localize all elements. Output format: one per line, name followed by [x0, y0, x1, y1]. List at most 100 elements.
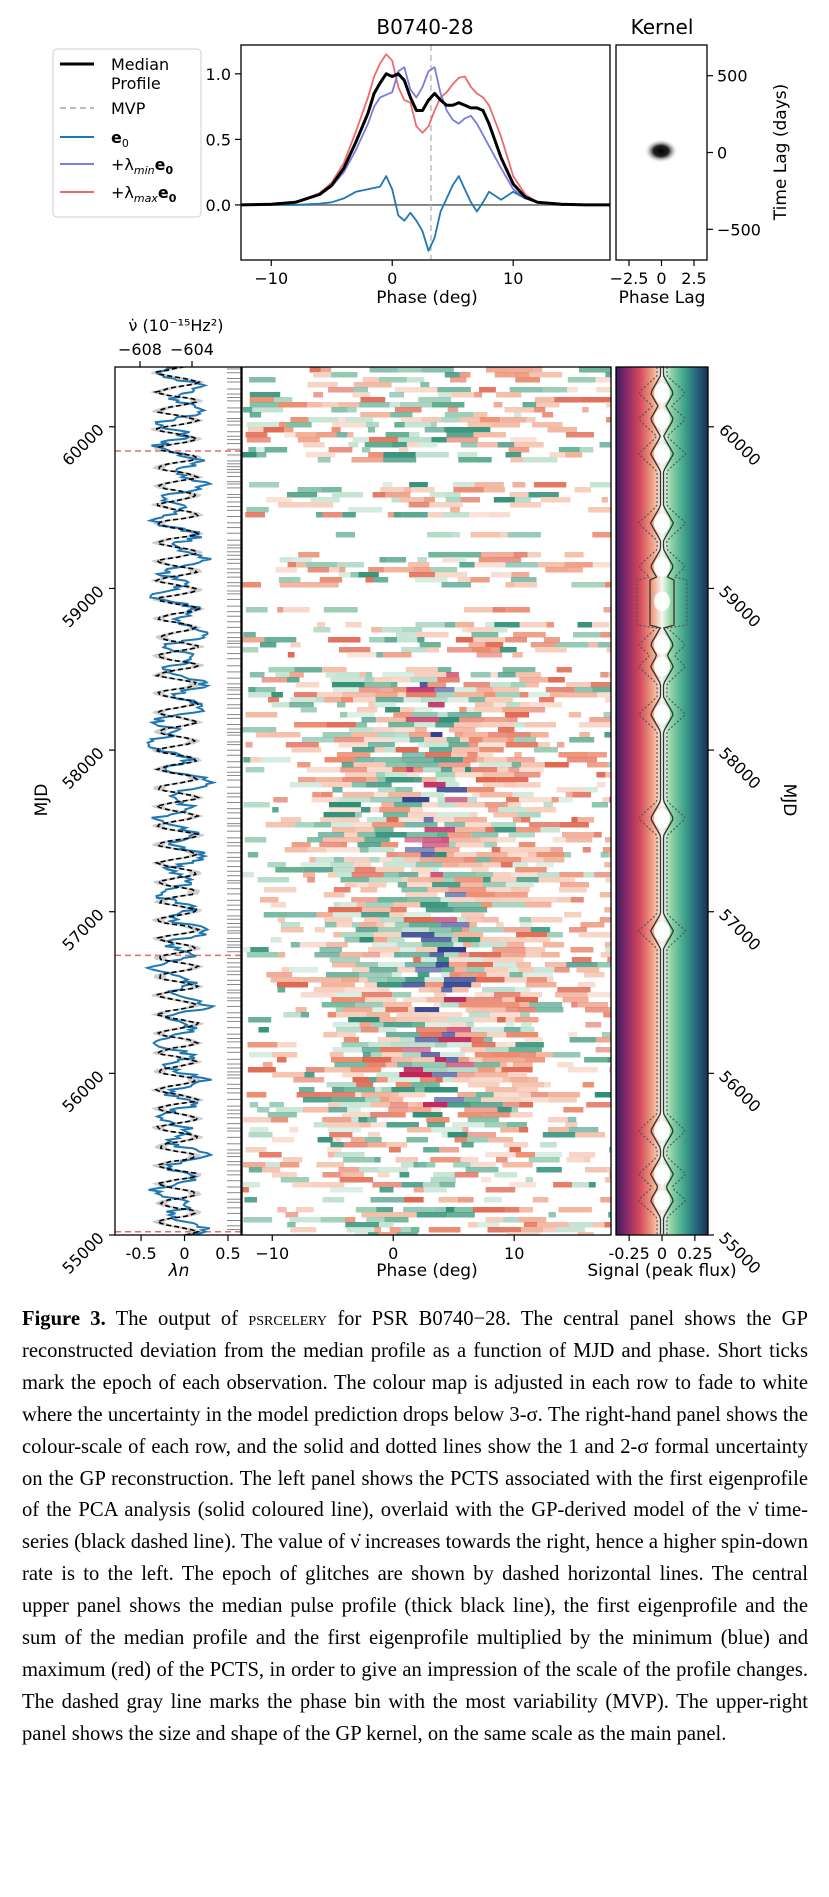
heatmap-cell	[334, 1152, 365, 1158]
heatmap-cell	[475, 1092, 494, 1098]
heatmap-cell	[509, 1057, 525, 1063]
heatmap-cell	[425, 907, 454, 913]
heatmap-cell	[277, 1042, 297, 1048]
heatmap-cell	[492, 422, 520, 428]
heatmap-cell	[484, 802, 508, 808]
x-tick-label: −10	[254, 269, 288, 288]
heatmap-cell	[369, 967, 398, 973]
heatmap-cell	[479, 942, 507, 948]
legend-sub: min	[134, 164, 155, 177]
heatmap-cell	[497, 672, 516, 678]
one-sigma-left	[649, 366, 662, 1234]
heatmap-cell	[280, 817, 302, 823]
lambda-max-line	[241, 53, 610, 206]
caption-text-1: The output of	[105, 1308, 249, 1330]
heatmap-cell	[433, 757, 464, 763]
heatmap-cell	[572, 1182, 589, 1188]
heatmap-cell	[386, 557, 407, 563]
heatmap-cell	[418, 397, 451, 403]
heatmap-cell	[442, 512, 470, 518]
heatmap-cell	[367, 1117, 377, 1123]
heatmap-cell	[559, 822, 589, 828]
heatmap-cell	[355, 1207, 377, 1213]
heatmap-cell	[534, 967, 555, 973]
heatmap-cell	[275, 567, 298, 573]
heatmap-cell	[496, 837, 516, 843]
pcts-panel: ν̇ (10⁻¹⁵Hz²) -0.5 0 0.5−608 −6045500056000…	[32, 316, 242, 1281]
heatmap-cell	[397, 882, 408, 888]
heatmap-cell	[329, 1132, 353, 1138]
heatmap-cell	[384, 1217, 409, 1223]
heatmap-cell	[383, 872, 399, 878]
heatmap-cell	[340, 1102, 371, 1108]
heatmap-cell	[249, 377, 276, 383]
heatmap-cell	[265, 1162, 280, 1168]
heatmap-cell	[361, 717, 376, 723]
heatmap-cell	[496, 1157, 508, 1163]
heatmap-cell	[540, 827, 560, 833]
heatmap-cell	[374, 827, 394, 833]
heatmap-cell	[466, 892, 495, 898]
heatmap-cell	[359, 847, 369, 853]
heatmap-cell	[437, 387, 471, 393]
heatmap-cell	[331, 1057, 362, 1063]
heatmap-cell	[609, 1067, 611, 1073]
heatmap-cell	[506, 797, 519, 803]
heatmap-cell	[478, 742, 506, 748]
heatmap-cell	[260, 642, 277, 648]
heatmap-cell	[506, 1032, 539, 1038]
heatmap-cell	[359, 977, 368, 983]
heatmap-cell	[359, 1022, 372, 1028]
heatmap-cell	[435, 852, 447, 858]
heatmap-cell	[290, 642, 301, 648]
heatmap-cell	[444, 427, 475, 433]
heatmap-cell	[321, 782, 352, 788]
heatmap-cell	[458, 457, 492, 463]
heatmap-cell	[369, 857, 380, 863]
heatmap-cell	[582, 1082, 595, 1088]
heatmap-cell	[380, 1097, 390, 1103]
heatmap-cell	[440, 417, 460, 423]
heatmap-cell	[332, 1047, 362, 1053]
heatmap-cell	[547, 1127, 569, 1133]
heatmap-cell	[503, 782, 517, 788]
heatmap-cell	[603, 607, 611, 613]
heatmap-cell	[552, 837, 566, 843]
heatmap-cell	[359, 972, 392, 978]
heatmap-cell	[400, 1162, 414, 1168]
heatmap-cell	[473, 1017, 498, 1023]
heatmap-cell	[515, 1042, 544, 1048]
heatmap-cell	[334, 737, 365, 743]
heatmap-cell	[539, 697, 555, 703]
heatmap-cell	[594, 1092, 611, 1098]
heatmap-cell	[467, 1082, 484, 1088]
heatmap-cell	[341, 932, 374, 938]
heatmap-cell	[416, 1212, 448, 1218]
heatmap-cell	[316, 622, 326, 628]
heatmap-cell	[579, 447, 594, 453]
heatmap-cell	[438, 392, 452, 398]
heatmap-cell	[454, 687, 477, 693]
heatmap-cell	[360, 887, 378, 893]
heatmap-cell	[445, 497, 461, 503]
heatmap-cell	[424, 427, 445, 433]
heatmap-cell	[428, 877, 444, 883]
heatmap-cell	[401, 982, 426, 988]
heatmap-cell	[314, 927, 325, 933]
heatmap-cell	[525, 682, 539, 688]
heatmap-cell	[329, 802, 361, 808]
heatmap-cell	[270, 1117, 289, 1123]
heatmap-cell	[531, 732, 549, 738]
heatmap-cell	[280, 927, 304, 933]
heatmap-cell	[283, 607, 310, 613]
heatmap-cell	[246, 1092, 267, 1098]
heatmap-cell	[369, 637, 385, 643]
heatmap-cell	[483, 1037, 493, 1043]
heatmap-cell	[604, 907, 611, 913]
heatmap-cell	[487, 1032, 507, 1038]
heatmap-cell	[342, 1007, 373, 1013]
heatmap-cell	[474, 482, 504, 488]
heatmap-cell	[342, 692, 376, 698]
heatmap-cell	[451, 937, 459, 943]
heatmap-cell	[245, 712, 278, 718]
